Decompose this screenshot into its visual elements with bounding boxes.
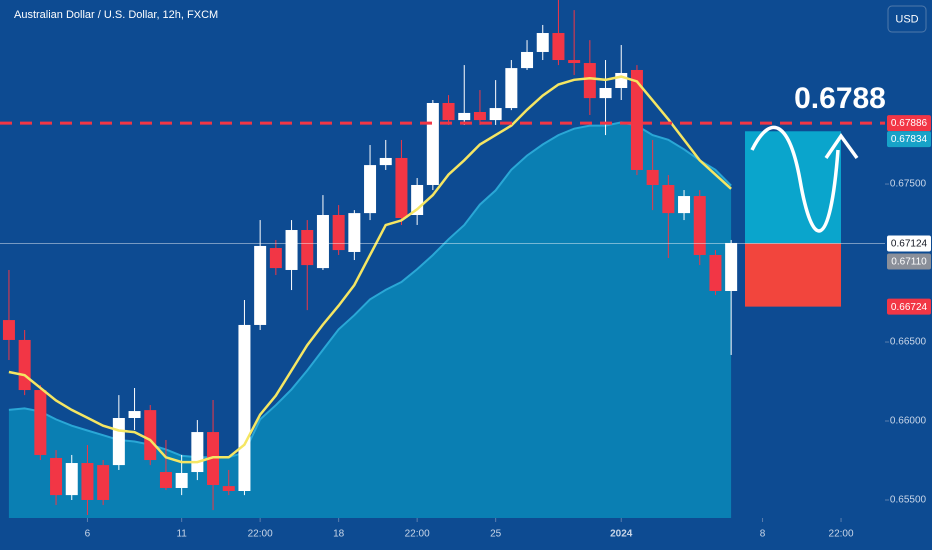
price-label-box (887, 115, 931, 132)
y-tick-label: 0.65500 (890, 495, 927, 506)
candle-body (65, 463, 78, 496)
candle-body (646, 169, 659, 185)
candle-body (81, 463, 94, 500)
price-label-box (887, 131, 931, 148)
candle-body (222, 486, 235, 491)
y-tick-label: 0.66500 (890, 337, 927, 348)
candle-body (615, 72, 628, 88)
y-tick-label: 0.67500 (890, 179, 927, 190)
arrow-curve (750, 125, 840, 233)
candle-body (97, 465, 110, 500)
candle-body (442, 102, 455, 121)
price-label-box (887, 235, 931, 252)
candle-body (599, 87, 612, 99)
candle-body (552, 33, 565, 61)
candle-body (144, 410, 157, 461)
candle-body (50, 457, 63, 496)
currency-button[interactable] (887, 5, 927, 33)
price-label-box (887, 253, 931, 270)
x-tick-label: 25 (490, 529, 502, 540)
x-tick-label: 22:00 (248, 529, 273, 540)
candle-body (662, 184, 675, 214)
x-tick-label: 22:00 (829, 529, 854, 540)
x-tick-label: 8 (760, 529, 766, 540)
candle-body (505, 68, 518, 109)
candle-body (128, 411, 141, 419)
candle-body (112, 418, 125, 466)
arrow-head (824, 132, 859, 160)
x-tick-label: 6 (85, 529, 91, 540)
stop-zone (745, 243, 841, 307)
price-label: 0.67834 (891, 134, 928, 145)
candle-body (458, 112, 471, 121)
price-label: 0.67886 (891, 118, 928, 129)
currency-label[interactable]: USD (895, 13, 918, 25)
ma-line (8, 75, 732, 464)
candle-body (568, 60, 581, 64)
candle-body (332, 215, 345, 251)
y-tick-label: 0.66000 (890, 416, 927, 427)
candle-body (473, 112, 486, 121)
candle-body (285, 230, 298, 270)
price-label: 0.66724 (891, 302, 928, 313)
candle-body (238, 324, 251, 491)
candle-body (191, 432, 204, 473)
x-tick-label: 11 (176, 529, 187, 540)
price-label-box (887, 298, 931, 315)
candle-body (426, 102, 439, 185)
candle-body (2, 320, 15, 340)
candle-body (709, 254, 722, 291)
chart-title: Australian Dollar / U.S. Dollar, 12h, FX… (14, 9, 218, 21)
candle-body (364, 165, 377, 214)
x-tick-label: 2024 (610, 529, 633, 540)
candle-body (583, 63, 596, 99)
candle-body (159, 472, 172, 488)
candle-body (693, 196, 706, 255)
target-annotation: 0.6788 (794, 82, 886, 115)
candle-body (725, 242, 738, 291)
candle-body (18, 339, 31, 391)
candle-body (630, 69, 643, 170)
x-tick-label: 22:00 (405, 529, 430, 540)
x-tick-label: 18 (333, 529, 345, 540)
candle-body (316, 215, 329, 269)
ma-area (8, 122, 732, 519)
candle-body (34, 390, 47, 455)
candle-body (678, 196, 691, 214)
candle-body (536, 33, 549, 52)
candle-body (348, 213, 361, 252)
candle-body (301, 230, 314, 266)
candle-body (395, 157, 408, 219)
candle-body (269, 248, 282, 269)
candle-body (521, 51, 534, 69)
price-label: 0.67124 (891, 239, 928, 250)
plot-area: 0.65500 0.66000 0.66500 0.67500 6 11 22:00 18 22… (0, 0, 927, 540)
candle-body (379, 157, 392, 166)
candle-body (489, 108, 502, 121)
price-label: 0.67110 (891, 257, 927, 268)
candle-body (254, 245, 267, 325)
candle-body (175, 472, 188, 488)
